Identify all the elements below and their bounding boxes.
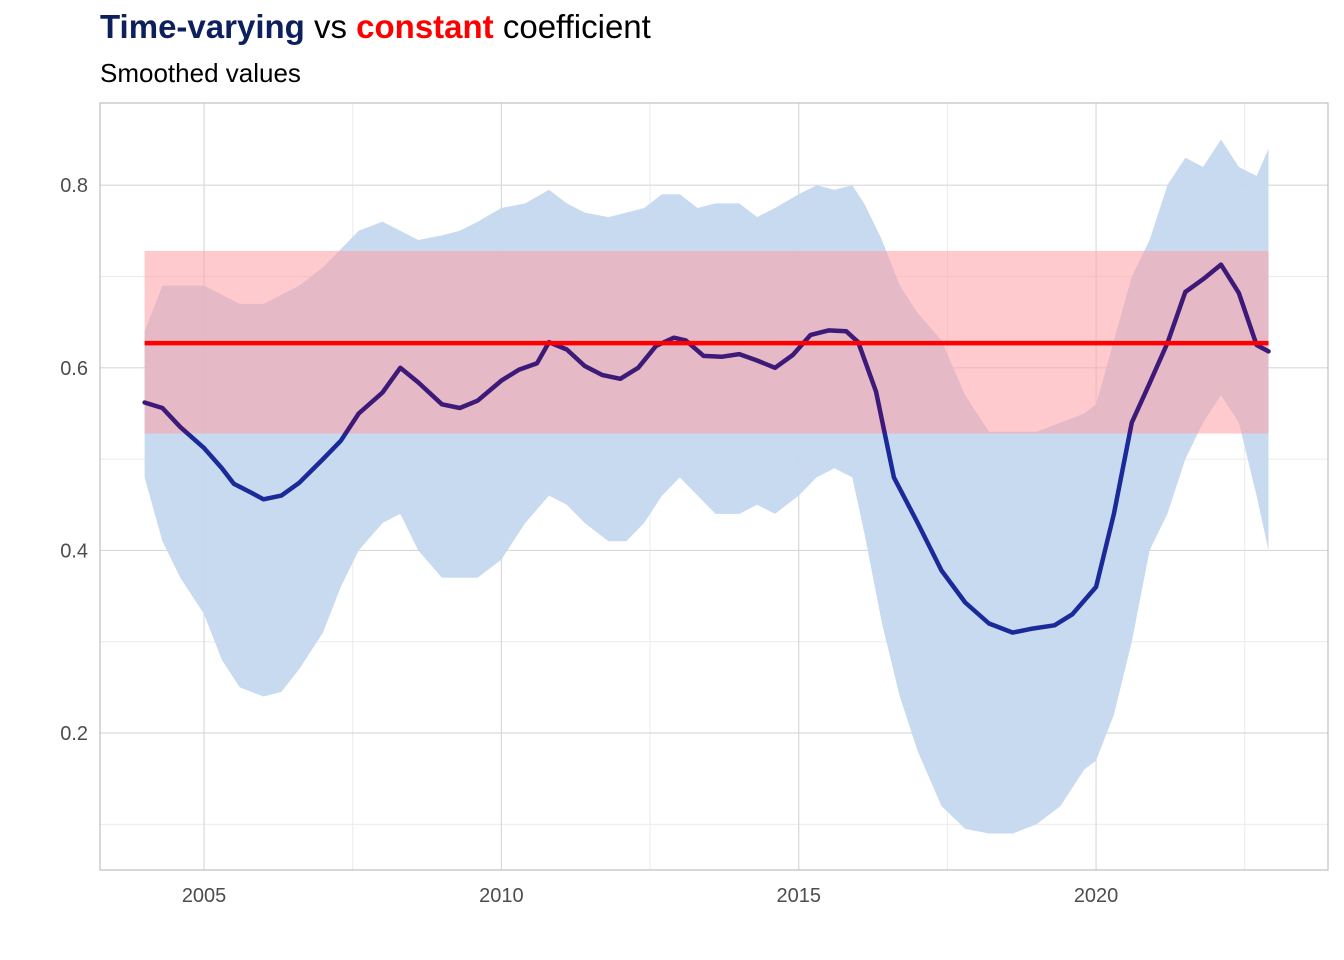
y-tick-label: 0.6 bbox=[60, 358, 88, 380]
title-coefficient: coefficient bbox=[493, 8, 651, 45]
title-constant: constant bbox=[356, 8, 494, 45]
title-time-varying: Time-varying bbox=[100, 8, 305, 45]
y-tick-label: 0.4 bbox=[60, 540, 88, 562]
x-tick-label: 2005 bbox=[182, 885, 227, 907]
lines bbox=[142, 262, 1271, 635]
chart-subtitle: Smoothed values bbox=[100, 58, 301, 88]
x-tick-label: 2015 bbox=[776, 885, 821, 907]
chart-title: Time-varying vs constant coefficient bbox=[100, 8, 651, 46]
y-tick-label: 0.2 bbox=[60, 723, 88, 745]
title-vs: vs bbox=[304, 8, 357, 45]
bands bbox=[144, 139, 1269, 834]
x-tick-label: 2010 bbox=[479, 885, 524, 907]
panel-border bbox=[99, 102, 1329, 871]
ticks: 2005 2010 2015 2020 0.2 0.4 0.6 0.8 bbox=[60, 175, 1118, 907]
x-tick-label: 2020 bbox=[1074, 885, 1119, 907]
line-time-varying bbox=[142, 262, 1271, 635]
y-tick-label: 0.8 bbox=[60, 175, 88, 197]
band-time-varying bbox=[144, 139, 1269, 834]
